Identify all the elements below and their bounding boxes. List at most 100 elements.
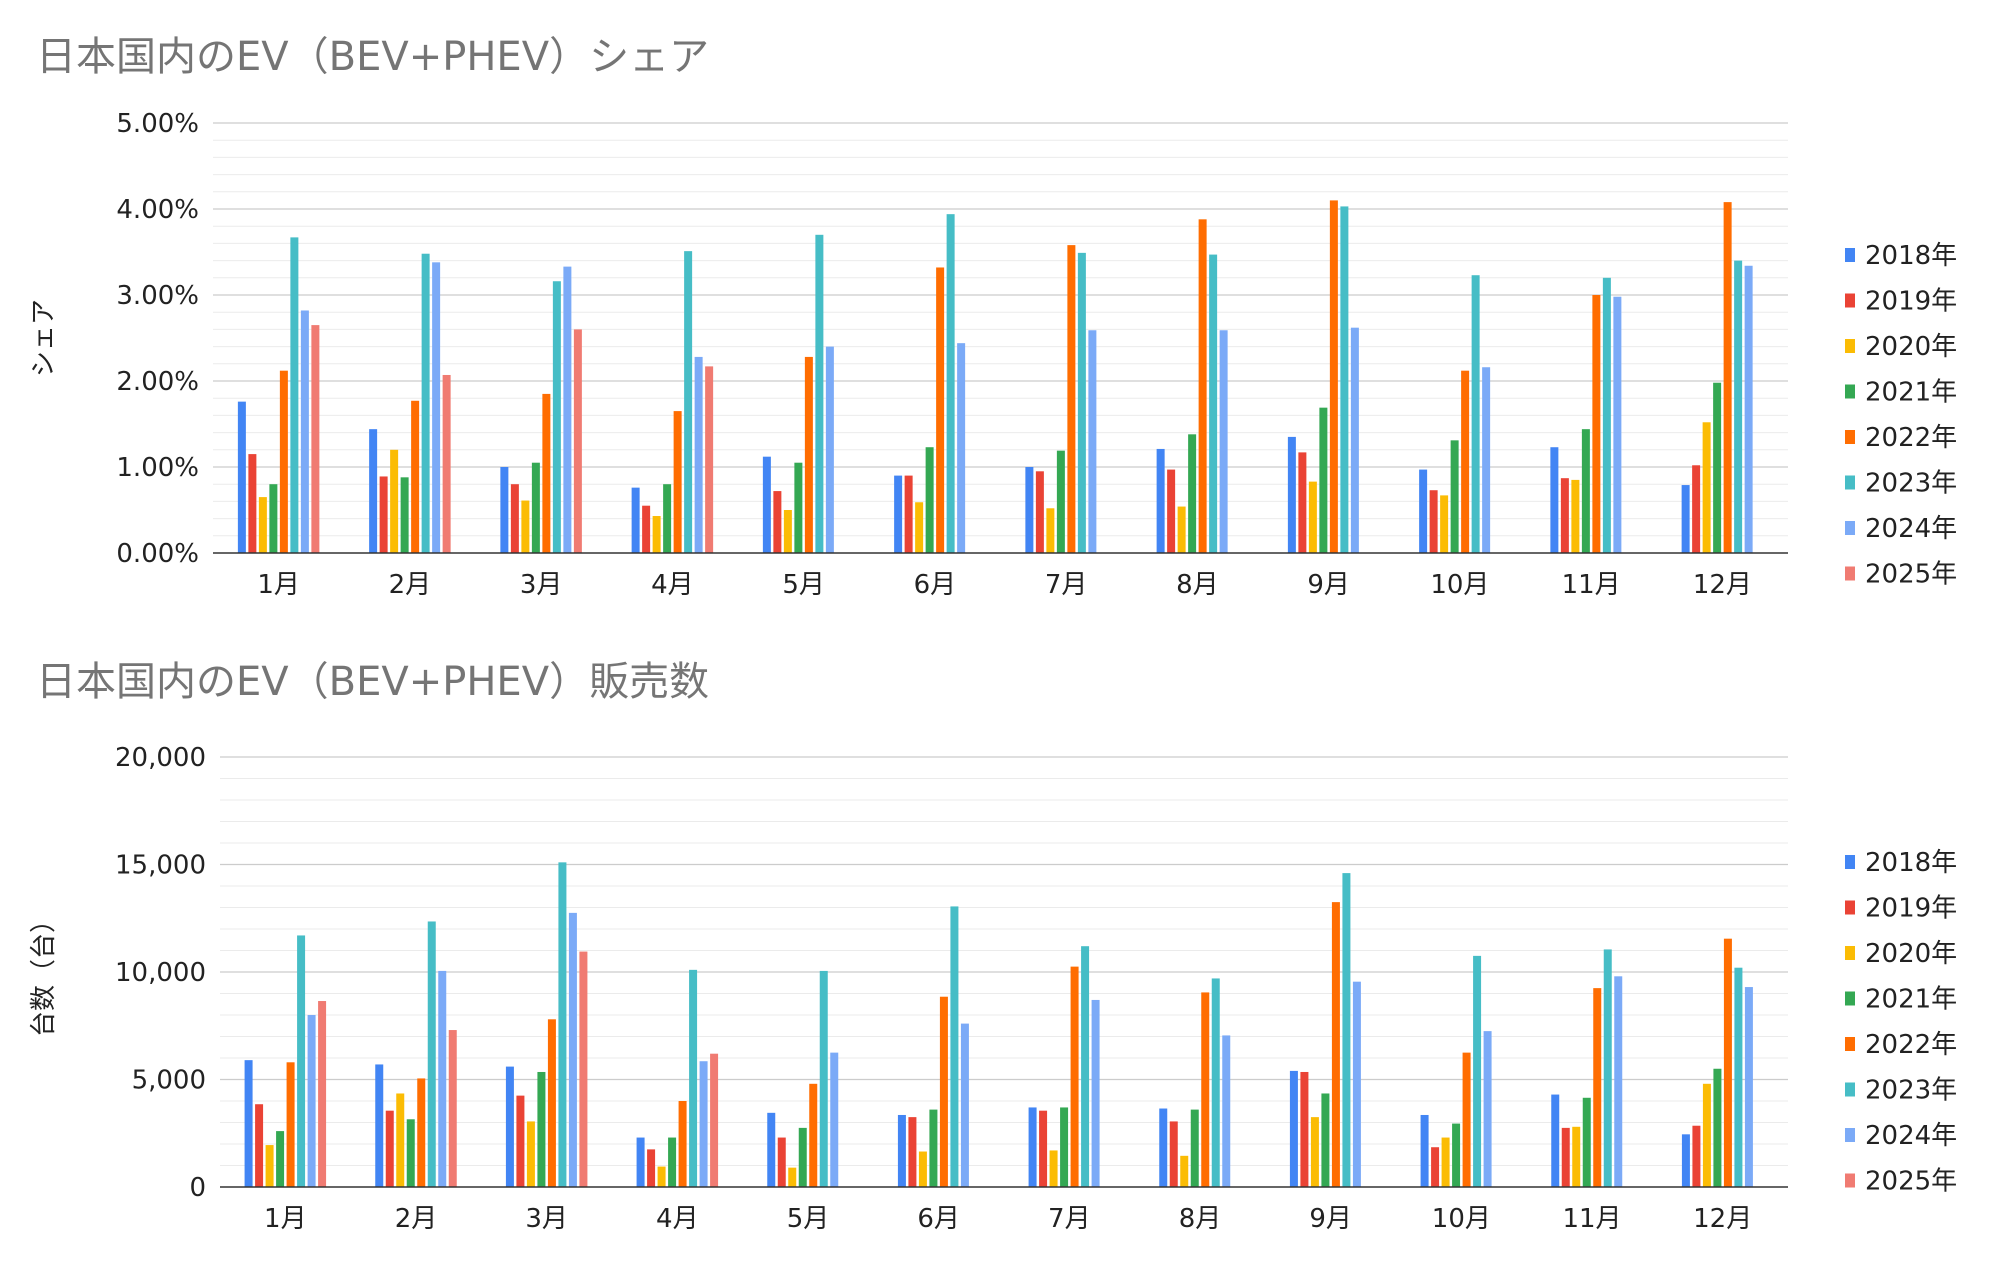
share-bar bbox=[379, 476, 388, 553]
sales-legend-swatch bbox=[1845, 1173, 1855, 1188]
share-bar bbox=[269, 484, 278, 553]
sales-bar bbox=[1593, 988, 1602, 1187]
sales-bar bbox=[798, 1127, 807, 1187]
share-legend-label: 2019年 bbox=[1865, 287, 1957, 317]
share-x-tick-label: 1月 bbox=[257, 570, 300, 600]
share-bar bbox=[411, 400, 420, 553]
share-bar bbox=[552, 281, 561, 553]
share-bar bbox=[663, 484, 672, 553]
share-bar bbox=[1592, 295, 1601, 553]
share-bar bbox=[1681, 485, 1690, 553]
share-bar bbox=[1167, 469, 1176, 553]
sales-chart-svg: 日本国内のEV（BEV+PHEV）販売数 0 5,000 10,000 15,000 20… bbox=[29, 659, 1957, 1234]
sales-bar bbox=[265, 1145, 274, 1187]
sales-bar bbox=[1342, 873, 1351, 1187]
sales-legend-label: 2020年 bbox=[1865, 939, 1957, 969]
sales-legend-label: 2023年 bbox=[1865, 1076, 1957, 1106]
sales-bar bbox=[526, 1121, 535, 1187]
share-legend-swatch bbox=[1845, 475, 1855, 490]
sales-bar bbox=[1081, 946, 1090, 1187]
share-bar bbox=[542, 393, 551, 553]
share-bar bbox=[1177, 506, 1186, 553]
share-bar bbox=[1198, 219, 1207, 553]
sales-legend-swatch bbox=[1845, 946, 1855, 960]
share-bar bbox=[1340, 206, 1349, 554]
sales-legend-swatch bbox=[1845, 1082, 1855, 1097]
sales-y-tick-label: 10,000 bbox=[115, 958, 206, 988]
share-y-tick-label: 5.00% bbox=[116, 109, 199, 139]
share-bar bbox=[946, 214, 955, 553]
share-x-tick-label: 2月 bbox=[389, 570, 432, 600]
sales-y-axis-label: 台数（台） bbox=[29, 907, 59, 1037]
sales-bar bbox=[396, 1093, 405, 1187]
share-bar bbox=[531, 462, 540, 553]
sales-bar bbox=[1473, 955, 1482, 1187]
share-bar bbox=[1046, 508, 1055, 553]
share-bar bbox=[694, 356, 703, 553]
share-y-tick-label: 4.00% bbox=[116, 195, 199, 225]
sales-bar bbox=[636, 1137, 645, 1187]
sales-bar bbox=[505, 1066, 514, 1187]
sales-legend: 2018年 2019年 2020年 2021年 2022年 2023年 2024年 2025年 bbox=[1845, 848, 1957, 1197]
sales-x-tick-label: 1月 bbox=[264, 1204, 307, 1234]
share-legend-label: 2024年 bbox=[1865, 514, 1957, 544]
sales-legend-swatch bbox=[1845, 855, 1855, 869]
sales-bar bbox=[1060, 1107, 1069, 1187]
sales-x-tick-label: 6月 bbox=[917, 1204, 960, 1234]
share-bar bbox=[237, 401, 246, 553]
share-y-tick-label: 0.00% bbox=[116, 539, 199, 569]
share-y-tick-label: 2.00% bbox=[116, 367, 199, 397]
share-bar bbox=[1602, 277, 1611, 553]
sales-bar bbox=[1431, 1147, 1440, 1187]
sales-bar bbox=[788, 1167, 797, 1187]
share-bar bbox=[432, 262, 441, 553]
sales-bar bbox=[406, 1119, 415, 1187]
share-bar bbox=[1550, 447, 1559, 553]
sales-legend-label: 2018年 bbox=[1865, 848, 1957, 878]
share-x-tick-label: 7月 bbox=[1045, 570, 1088, 600]
share-bar bbox=[1744, 265, 1753, 553]
sales-bar bbox=[908, 1117, 917, 1187]
share-bar bbox=[894, 475, 903, 553]
share-legend-swatch bbox=[1845, 566, 1855, 581]
share-chart-title: 日本国内のEV（BEV+PHEV）シェア bbox=[36, 34, 709, 80]
share-x-tick-label: 10月 bbox=[1430, 570, 1489, 600]
sales-gridlines bbox=[220, 756, 1788, 1166]
share-bar bbox=[1450, 440, 1459, 553]
sales-bar bbox=[1190, 1109, 1199, 1187]
share-x-tick-label: 8月 bbox=[1176, 570, 1219, 600]
sales-bar bbox=[1582, 1097, 1591, 1187]
share-bar bbox=[1702, 422, 1711, 553]
share-bar bbox=[1088, 330, 1097, 553]
sales-bar bbox=[897, 1114, 906, 1187]
sales-bar bbox=[777, 1137, 786, 1187]
share-bar bbox=[1440, 495, 1449, 553]
sales-y-tick-label: 15,000 bbox=[115, 851, 206, 881]
share-bar bbox=[390, 449, 399, 553]
sales-x-tick-label: 9月 bbox=[1309, 1204, 1352, 1234]
sales-bar bbox=[1049, 1150, 1058, 1187]
share-bar bbox=[794, 462, 803, 553]
share-legend-swatch bbox=[1845, 430, 1855, 444]
sales-bar bbox=[918, 1151, 927, 1187]
sales-bar bbox=[1452, 1123, 1461, 1187]
share-bar bbox=[1067, 245, 1076, 553]
share-x-tick-label: 3月 bbox=[520, 570, 563, 600]
share-chart-svg: 日本国内のEV（BEV+PHEV）シェア 0.00% 1.00% 2.00% 3.00%… bbox=[29, 34, 1957, 600]
sales-legend-swatch bbox=[1845, 991, 1855, 1006]
share-bar bbox=[673, 411, 682, 553]
sales-bar bbox=[558, 862, 567, 1187]
share-bar bbox=[1692, 465, 1701, 553]
share-bar bbox=[1429, 490, 1438, 553]
share-bar bbox=[1308, 481, 1317, 553]
sales-bar bbox=[809, 1083, 818, 1187]
share-legend-label: 2022年 bbox=[1865, 423, 1957, 453]
sales-y-tick-label: 0 bbox=[189, 1173, 206, 1203]
sales-x-tick-label: 11月 bbox=[1562, 1204, 1621, 1234]
sales-bar bbox=[1420, 1114, 1429, 1187]
sales-bar bbox=[647, 1149, 656, 1187]
share-bar bbox=[258, 497, 267, 553]
sales-bar bbox=[385, 1110, 394, 1187]
share-bar bbox=[1571, 479, 1580, 553]
sales-bar bbox=[1441, 1137, 1450, 1187]
